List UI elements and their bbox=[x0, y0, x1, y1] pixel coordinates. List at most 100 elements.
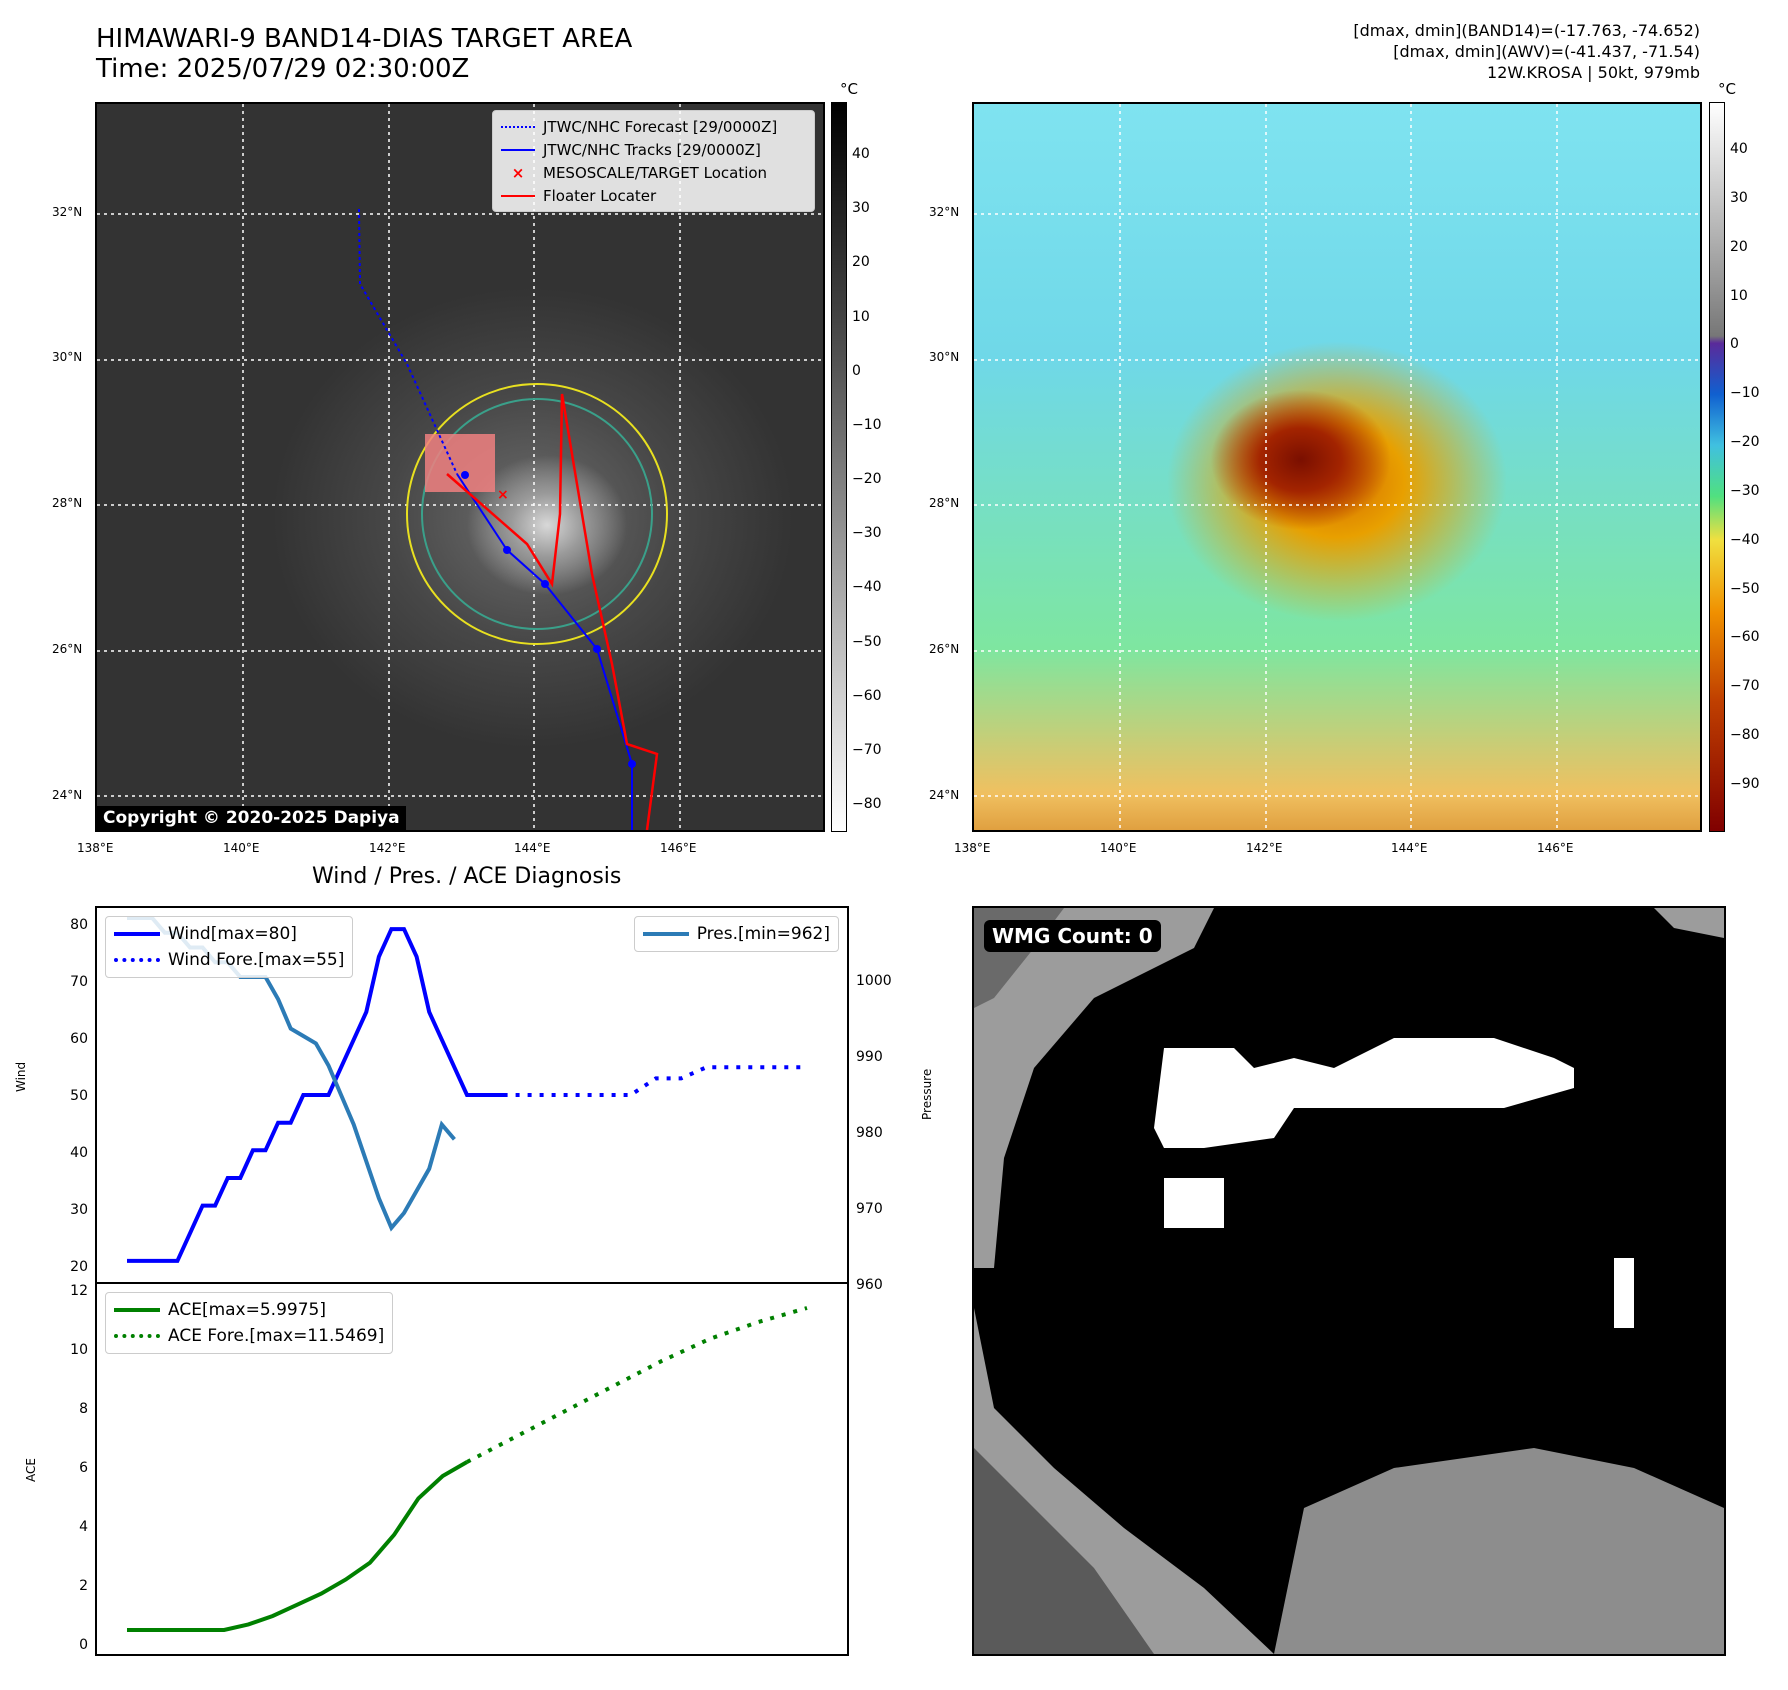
ir-lon-label: 142°E bbox=[369, 841, 406, 855]
legend-swatch-target: × bbox=[511, 163, 525, 182]
awv-colorbar-tick: −30 bbox=[1730, 482, 1760, 499]
awv-lat-label: 32°N bbox=[929, 205, 960, 219]
ir-colorbar-tick: −80 bbox=[852, 796, 882, 812]
awv-colorbar-tick: −90 bbox=[1730, 776, 1760, 792]
figure-title-line1: HIMAWARI-9 BAND14-DIAS TARGET AREA bbox=[96, 24, 633, 54]
ir-colorbar-tick: −60 bbox=[852, 687, 882, 704]
ir-colorbar-tick: −50 bbox=[852, 633, 882, 650]
mesoscale-box bbox=[425, 434, 495, 492]
wind-tick: 70 bbox=[70, 974, 88, 990]
ir-colorbar-unit: °C bbox=[840, 80, 858, 98]
awv-colorbar-tick: 30 bbox=[1730, 189, 1748, 206]
legend-label-wind: Wind[max=80] bbox=[168, 924, 297, 944]
awv-colorbar-tick: −40 bbox=[1730, 531, 1760, 548]
ace-tick: 4 bbox=[79, 1519, 88, 1535]
legend-swatch-pres bbox=[642, 932, 689, 936]
pressure-tick: 1000 bbox=[856, 973, 892, 989]
awv-colorbar-tick: 10 bbox=[1730, 287, 1748, 304]
legend-item-pres: Pres.[min=962] bbox=[642, 921, 830, 947]
wmg-count-badge: WMG Count: 0 bbox=[984, 920, 1161, 952]
awv-colorbar-tick: 0 bbox=[1730, 336, 1739, 353]
pressure-axis-label: Pressure bbox=[920, 1068, 934, 1120]
wind-tick: 50 bbox=[70, 1088, 88, 1104]
wmg-region-dark-bottom bbox=[974, 1448, 1154, 1654]
legend-label-ace: ACE[max=5.9975] bbox=[168, 1300, 326, 1320]
ace-plot bbox=[127, 1306, 808, 1632]
legend-label-floater: Floater Locater bbox=[543, 186, 657, 205]
wind-tick: 20 bbox=[70, 1259, 88, 1275]
awv-gridlines bbox=[974, 104, 1700, 830]
wmg-region-white-band bbox=[1154, 1038, 1574, 1148]
legend-swatch-ace-fore bbox=[114, 1334, 160, 1338]
ace-legend: ACE[max=5.9975] ACE Fore.[max=11.5469] bbox=[105, 1292, 394, 1354]
figure-title-line2: Time: 2025/07/29 02:30:00Z bbox=[96, 54, 470, 84]
wind-series-line bbox=[127, 927, 505, 1263]
awv-colorbar-tick: −50 bbox=[1730, 580, 1760, 597]
wind-tick: 60 bbox=[70, 1031, 88, 1047]
awv-lat-label: 30°N bbox=[929, 350, 960, 364]
legend-item-ace-fore: ACE Fore.[max=11.5469] bbox=[114, 1323, 384, 1349]
legend-item-ace: ACE[max=5.9975] bbox=[114, 1297, 384, 1323]
ir-colorbar-tick: −30 bbox=[852, 525, 882, 542]
legend-item-tracks: JTWC/NHC Tracks [29/0000Z] bbox=[501, 138, 806, 161]
ir-colorbar-tick: 40 bbox=[852, 146, 870, 162]
ace-tick: 0 bbox=[79, 1637, 88, 1653]
legend-item-floater: Floater Locater bbox=[501, 184, 806, 207]
ir-lon-label: 144°E bbox=[514, 841, 551, 855]
ir-legend: JTWC/NHC Forecast [29/0000Z] JTWC/NHC Tr… bbox=[492, 110, 815, 212]
awv-colorbar-unit: °C bbox=[1718, 80, 1736, 98]
pres-legend: Pres.[min=962] bbox=[633, 916, 839, 952]
awv-lon-label: 146°E bbox=[1537, 841, 1574, 855]
ir-colorbar-tick: 10 bbox=[852, 308, 870, 325]
legend-label-pres: Pres.[min=962] bbox=[696, 924, 830, 944]
forecast-track-line bbox=[358, 208, 458, 475]
ace-tick: 2 bbox=[79, 1578, 88, 1594]
ir-colorbar-tick: −20 bbox=[852, 471, 882, 487]
ir-map-overlay: × bbox=[97, 104, 823, 830]
ir-colorbar bbox=[831, 102, 847, 832]
legend-label-tracks: JTWC/NHC Tracks [29/0000Z] bbox=[543, 140, 761, 159]
ir-colorbar-tick: 20 bbox=[852, 254, 870, 271]
awv-colorbar-tick: −60 bbox=[1730, 629, 1760, 646]
info-awv-range: [dmax, dmin](AWV)=(-41.437, -71.54) bbox=[1393, 42, 1700, 61]
awv-lat-label: 28°N bbox=[929, 496, 960, 510]
wind-tick: 40 bbox=[70, 1145, 88, 1161]
ir-colorbar-tick: 0 bbox=[852, 362, 861, 379]
legend-swatch-forecast bbox=[501, 125, 535, 128]
wmg-panel: WMG Count: 0 bbox=[972, 906, 1726, 1656]
legend-item-wind-fore: Wind Fore.[max=55] bbox=[114, 947, 344, 973]
target-x-mark: × bbox=[497, 487, 509, 503]
ace-tick: 6 bbox=[79, 1460, 88, 1476]
awv-lat-label: 26°N bbox=[929, 642, 960, 656]
ir-lon-label: 140°E bbox=[223, 841, 260, 855]
ir-contour-yellow bbox=[406, 383, 668, 645]
ir-lat-label: 32°N bbox=[52, 205, 83, 219]
awv-colorbar bbox=[1709, 102, 1725, 832]
ir-colorbar-tick: −70 bbox=[852, 741, 882, 758]
wmg-mask bbox=[974, 908, 1724, 1654]
awv-colorbar-tick: 40 bbox=[1730, 141, 1748, 157]
pressure-tick: 990 bbox=[856, 1049, 883, 1065]
ir-lon-label: 146°E bbox=[660, 841, 697, 855]
awv-lon-label: 140°E bbox=[1100, 841, 1137, 855]
ir-colorbar-tick: −40 bbox=[852, 579, 882, 596]
wmg-region-gray-right bbox=[1274, 1448, 1724, 1654]
track-points bbox=[461, 471, 636, 768]
ir-lat-label: 30°N bbox=[52, 350, 83, 364]
legend-item-wind: Wind[max=80] bbox=[114, 921, 344, 947]
ace-tick: 10 bbox=[70, 1342, 88, 1358]
awv-lon-label: 142°E bbox=[1246, 841, 1283, 855]
copyright-label: Copyright © 2020-2025 Dapiya bbox=[97, 806, 406, 830]
wmg-region-gray-top bbox=[974, 908, 1214, 1268]
wmg-region-gray-corner bbox=[1654, 908, 1724, 938]
ace-forecast-series-line bbox=[466, 1306, 808, 1464]
observed-track-line bbox=[456, 473, 633, 830]
diagnosis-title: Wind / Pres. / ACE Diagnosis bbox=[312, 864, 622, 889]
awv-colorbar-tick: −80 bbox=[1730, 727, 1760, 744]
legend-label-wind-fore: Wind Fore.[max=55] bbox=[168, 950, 345, 970]
legend-swatch-wind bbox=[114, 932, 160, 936]
ir-colorbar-tick: 30 bbox=[852, 200, 870, 217]
info-storm: 12W.KROSA | 50kt, 979mb bbox=[1487, 63, 1700, 82]
ace-series-line bbox=[127, 1460, 468, 1632]
awv-colorbar-tick: −20 bbox=[1730, 434, 1760, 451]
